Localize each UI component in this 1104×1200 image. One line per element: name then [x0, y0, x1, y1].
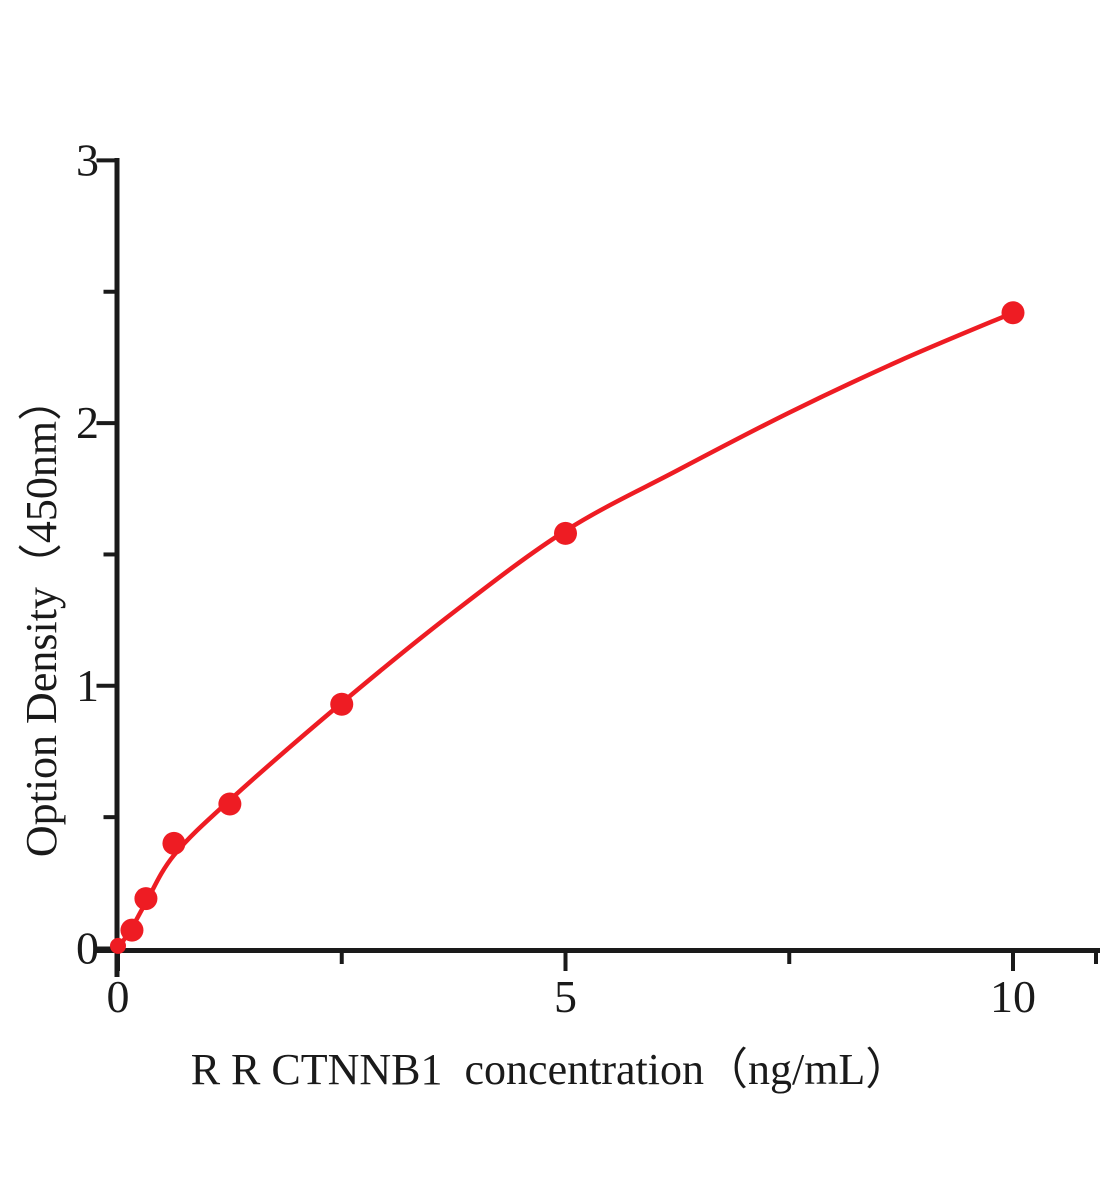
y-tick-label: 2: [76, 397, 99, 448]
x-tick-label: 0: [107, 971, 130, 1022]
data-point: [330, 692, 354, 716]
data-point: [554, 521, 577, 545]
data-point: [162, 831, 186, 855]
data-point: [120, 918, 144, 942]
x-tick-label: 10: [990, 971, 1036, 1022]
x-tick-label: 5: [554, 971, 577, 1022]
y-tick-label: 0: [76, 923, 99, 974]
fit-curve-line: [115, 310, 1016, 951]
data-point: [134, 887, 158, 911]
data-point: [218, 792, 242, 816]
y-axis-title: Option Density（450nm）: [17, 376, 66, 858]
y-tick-label: 3: [76, 134, 99, 185]
data-point: [110, 937, 126, 954]
x-axis-title: R R CTNNB1 concentration（ng/mL）: [190, 1045, 910, 1094]
data-point: [1001, 301, 1025, 325]
y-tick-label: 1: [76, 660, 99, 711]
